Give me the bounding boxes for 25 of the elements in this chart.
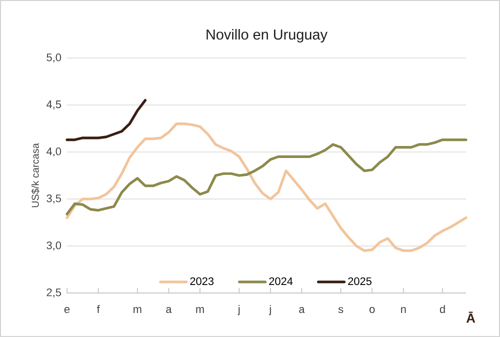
text: Ā [466,312,476,323]
x-tick-label: m [196,307,204,313]
x-tick-label: a [166,307,172,314]
x-tick-label: e [64,307,70,314]
x-tick-label: n [401,307,406,313]
x-tick-label: s [338,307,344,314]
legend-label: 2025 [348,277,372,286]
x-tick-label: d [440,305,445,314]
x-tick-label: j [238,305,240,316]
legend-label: 2024 [269,277,293,286]
y-tick-label: 4,0 [46,147,62,157]
x-tick-label: m [134,307,142,313]
line-series [66,122,468,252]
x-tick-label: j [268,305,271,316]
y-tick-label: 2,5 [46,288,62,298]
y-tick-label: 3,5 [46,194,62,204]
x-tick-label: o [370,307,375,314]
y-tick-label: 5,0 [46,53,62,63]
y-axis-title: US$/k carcasa [31,143,40,208]
x-tick-label: a [299,307,305,314]
legend-label: 2023 [190,277,214,286]
x-tick-label: f [96,305,100,313]
y-tick-label: 3,0 [46,241,62,251]
chart-title: Novillo en Uruguay [206,29,328,43]
y-tick-label: 4,5 [46,100,62,110]
